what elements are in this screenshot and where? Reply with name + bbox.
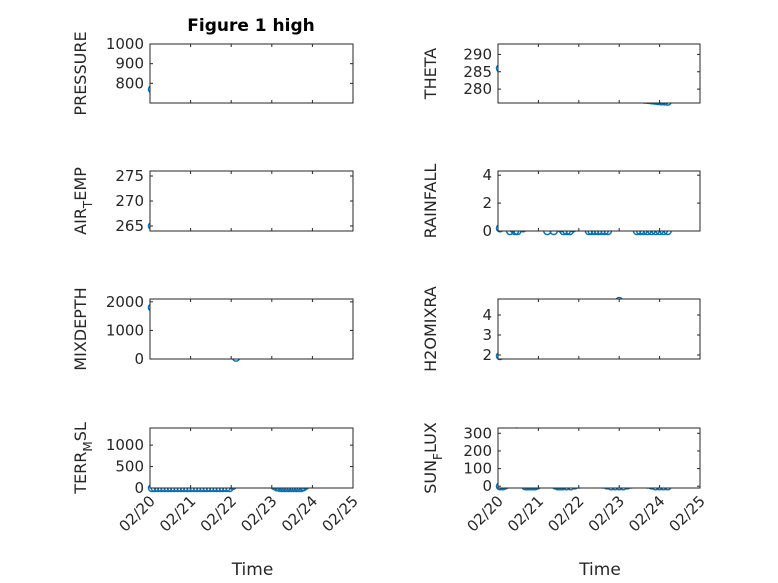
tick-marks <box>149 299 354 360</box>
y-tick-label: 500 <box>115 458 144 476</box>
axes-box <box>149 427 354 489</box>
y-axis-label-main: PRESSURE <box>71 31 90 115</box>
y-axis-label: PRESSURE <box>71 31 90 115</box>
y-tick-label: 100 <box>463 460 492 478</box>
tick-marks <box>497 171 701 232</box>
figure-title: Figure 1 high <box>187 16 315 36</box>
y-tick-label: 900 <box>115 55 144 73</box>
y-axis-label-main: THETA <box>421 48 440 100</box>
axes-box <box>497 298 701 360</box>
y-tick-label: 3 <box>482 326 492 344</box>
y-tick-label: 4 <box>482 166 492 184</box>
tick-marks <box>149 43 354 103</box>
y-tick-label: 1000 <box>106 321 144 339</box>
axes-box <box>149 43 354 104</box>
y-axis-label: MIXDEPTH <box>71 287 90 370</box>
y-tick-label: 2000 <box>106 293 144 311</box>
y-axis-label-main: MIXDEPTH <box>71 287 90 370</box>
x-axis-label: Time <box>578 560 621 580</box>
axes-box <box>149 298 354 360</box>
tick-marks <box>149 428 354 489</box>
axes-box <box>497 43 701 104</box>
y-axis-label-subscript: T <box>81 200 95 209</box>
y-axis-label-subscript: F <box>431 453 445 460</box>
y-tick-label: 2 <box>482 194 492 212</box>
y-tick-label: 270 <box>115 192 144 210</box>
axes-box <box>149 170 354 232</box>
y-axis-label-subscript: M <box>81 441 95 451</box>
subplot-air_temp: 265 270 275 AIRTEMP <box>71 167 354 235</box>
x-axis-label: Time <box>231 560 274 580</box>
y-tick-label: 1000 <box>106 436 144 454</box>
y-axis-label: RAINFALL <box>421 164 440 239</box>
y-tick-label: 2 <box>482 346 492 364</box>
y-axis-label-rest: SL <box>71 422 90 441</box>
subplot-h2omixra: 2 3 4 H2OMIXRA <box>421 286 701 372</box>
subplot-rainfall: 0 2 4 RAINFALL <box>421 164 701 240</box>
y-axis-label-main: AIR <box>71 208 90 235</box>
y-tick-label: 0 <box>482 222 492 240</box>
y-axis-label: SUNFLUX <box>421 422 445 494</box>
y-tick-label: 0 <box>482 477 492 495</box>
y-tick-label: 280 <box>463 80 492 98</box>
y-tick-label: 200 <box>463 442 492 460</box>
y-tick-label: 4 <box>482 306 492 324</box>
y-axis-label: H2OMIXRA <box>421 286 440 372</box>
y-tick-label: 800 <box>115 74 144 92</box>
y-axis-label: AIRTEMP <box>71 167 95 235</box>
y-tick-label: 0 <box>134 350 144 368</box>
y-tick-label: 275 <box>115 167 144 185</box>
axes-box <box>497 170 701 232</box>
y-tick-label: 0 <box>134 479 144 497</box>
tick-marks <box>497 299 701 359</box>
y-axis-label-rest: LUX <box>421 422 440 453</box>
y-tick-label: 1000 <box>106 35 144 53</box>
y-axis-label: THETA <box>421 48 440 100</box>
y-tick-label: 285 <box>463 63 492 81</box>
y-axis-label-main: RAINFALL <box>421 164 440 239</box>
y-axis-label-main: SUN <box>421 460 440 494</box>
y-tick-label: 265 <box>115 217 144 235</box>
y-tick-label: 300 <box>463 424 492 442</box>
y-tick-label: 290 <box>463 45 492 63</box>
tick-marks <box>497 44 701 103</box>
y-axis-label-main: TERR <box>71 452 90 495</box>
y-axis-label: TERRMSL <box>71 422 95 495</box>
tick-marks <box>497 428 701 488</box>
y-axis-label-main: H2OMIXRA <box>421 286 440 372</box>
tick-marks <box>149 171 354 231</box>
axes-box <box>497 427 701 489</box>
subplot-mixdepth: 0 1000 2000 MIXDEPTH <box>71 287 354 371</box>
y-axis-label-rest: EMP <box>71 167 90 201</box>
